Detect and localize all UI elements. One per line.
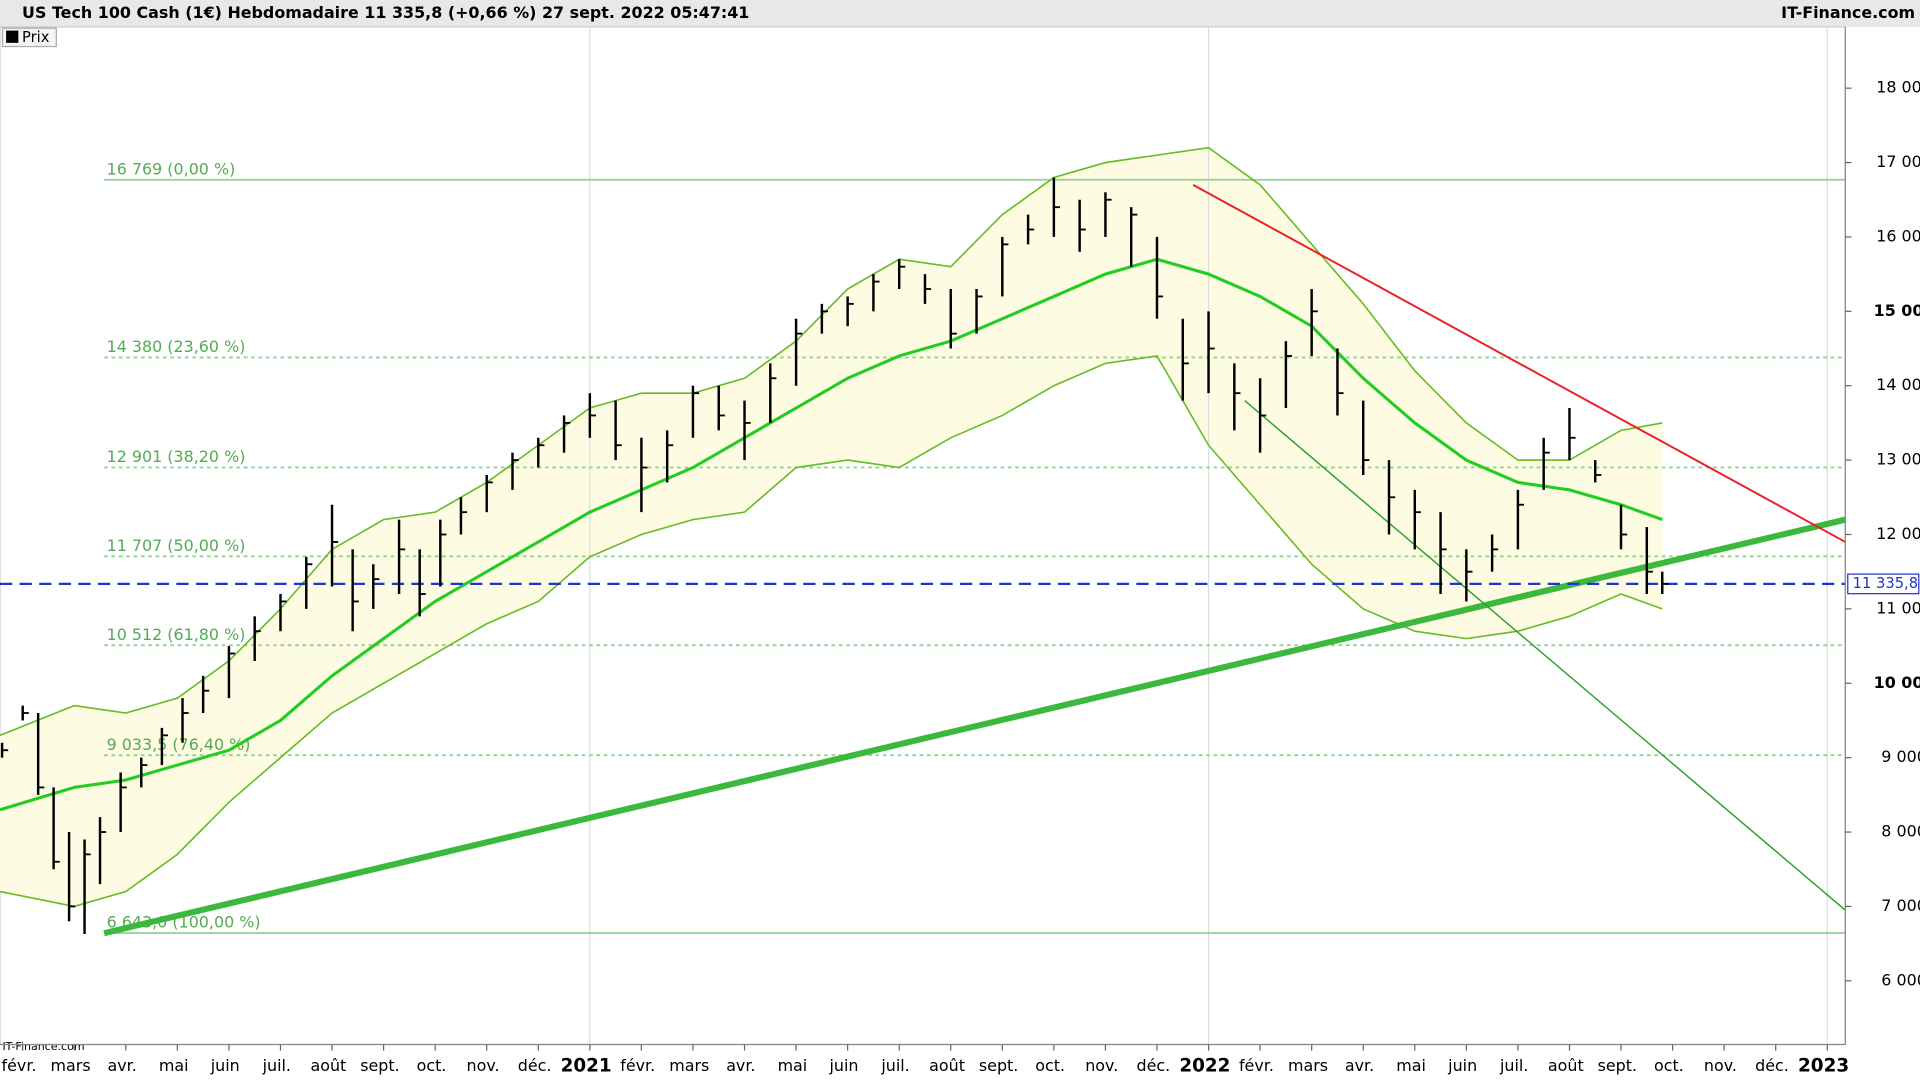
fib-label: 11 707 (50,00 %) bbox=[107, 536, 246, 555]
watermark: IT-Finance.com bbox=[2, 1040, 84, 1053]
last-price-label: 11 335,8 bbox=[1853, 575, 1918, 592]
fib-label: 14 380 (23,60 %) bbox=[107, 337, 246, 356]
chart-title: US Tech 100 Cash (1€) Hebdomadaire 11 33… bbox=[22, 3, 749, 22]
x-tick-label: avr. bbox=[726, 1056, 755, 1075]
y-tick-label: 7 000 bbox=[1881, 896, 1920, 915]
header-bar bbox=[0, 0, 1920, 27]
x-tick-label: févr. bbox=[1239, 1056, 1274, 1075]
y-tick-label: 13 000 bbox=[1876, 450, 1920, 469]
x-tick-label: nov. bbox=[467, 1056, 500, 1075]
x-tick-label: sept. bbox=[1598, 1056, 1637, 1075]
x-tick-label: juil. bbox=[1499, 1056, 1528, 1075]
x-tick-label: août bbox=[310, 1056, 346, 1075]
moving-average bbox=[0, 257, 1663, 812]
x-tick-label: avr. bbox=[107, 1056, 136, 1075]
x-tick-label: mars bbox=[51, 1056, 91, 1075]
legend-swatch bbox=[6, 30, 19, 43]
fib-label: 12 901 (38,20 %) bbox=[107, 447, 246, 466]
y-tick-label: 6 000 bbox=[1881, 970, 1920, 989]
y-tick-label: 10 000 bbox=[1874, 673, 1920, 692]
x-tick-label: déc. bbox=[1755, 1056, 1789, 1075]
source: IT-Finance.com bbox=[1781, 3, 1915, 22]
x-tick-label: mai bbox=[1396, 1056, 1426, 1075]
x-tick-label: févr. bbox=[2, 1056, 37, 1075]
x-tick-label: avr. bbox=[1345, 1056, 1374, 1075]
x-tick-label: juin bbox=[828, 1056, 858, 1075]
trendline bbox=[1192, 184, 1846, 543]
x-tick-label: nov. bbox=[1704, 1056, 1737, 1075]
x-tick-label: févr. bbox=[620, 1056, 655, 1075]
x-tick-label: mai bbox=[778, 1056, 808, 1075]
trendline bbox=[103, 516, 1847, 937]
x-tick-label: juin bbox=[1447, 1056, 1477, 1075]
fib-label: 16 769 (0,00 %) bbox=[107, 159, 236, 178]
y-tick-label: 18 000 bbox=[1876, 78, 1920, 97]
x-tick-label: 2022 bbox=[1179, 1056, 1230, 1077]
fib-label: 6 643,0 (100,00 %) bbox=[107, 913, 261, 932]
last-price-box bbox=[1847, 573, 1920, 595]
y-tick-label: 17 000 bbox=[1876, 152, 1920, 171]
y-tick-label: 12 000 bbox=[1876, 524, 1920, 543]
x-tick-label: mars bbox=[1288, 1056, 1328, 1075]
trendline bbox=[1244, 400, 1846, 911]
y-tick-label: 11 000 bbox=[1876, 598, 1920, 617]
x-tick-label: juil. bbox=[880, 1056, 909, 1075]
x-tick-label: sept. bbox=[979, 1056, 1018, 1075]
x-tick-label: juin bbox=[210, 1056, 240, 1075]
x-tick-label: juil. bbox=[262, 1056, 291, 1075]
x-tick-label: oct. bbox=[1654, 1056, 1684, 1075]
y-tick-label: 16 000 bbox=[1876, 226, 1920, 245]
x-tick-label: oct. bbox=[417, 1056, 447, 1075]
y-tick-label: 14 000 bbox=[1876, 375, 1920, 394]
x-tick-label: déc. bbox=[518, 1056, 552, 1075]
fib-label: 9 033,5 (76,40 %) bbox=[107, 735, 251, 754]
y-tick-label: 8 000 bbox=[1881, 822, 1920, 841]
band-fill bbox=[0, 147, 1663, 907]
legend-label: Prix bbox=[22, 29, 50, 46]
x-tick-label: nov. bbox=[1085, 1056, 1118, 1075]
y-tick-label: 9 000 bbox=[1881, 747, 1920, 766]
upper-band bbox=[0, 146, 1663, 737]
x-tick-label: 2021 bbox=[561, 1056, 612, 1077]
x-tick-label: mai bbox=[159, 1056, 189, 1075]
x-tick-label: mars bbox=[669, 1056, 709, 1075]
x-tick-label: août bbox=[1548, 1056, 1584, 1075]
x-tick-label: août bbox=[929, 1056, 965, 1075]
x-tick-label: sept. bbox=[360, 1056, 399, 1075]
x-tick-label: 2023 bbox=[1798, 1056, 1849, 1077]
x-tick-label: oct. bbox=[1035, 1056, 1065, 1075]
x-tick-label: déc. bbox=[1136, 1056, 1170, 1075]
fib-label: 10 512 (61,80 %) bbox=[107, 625, 246, 644]
y-tick-label: 15 000 bbox=[1874, 301, 1920, 320]
